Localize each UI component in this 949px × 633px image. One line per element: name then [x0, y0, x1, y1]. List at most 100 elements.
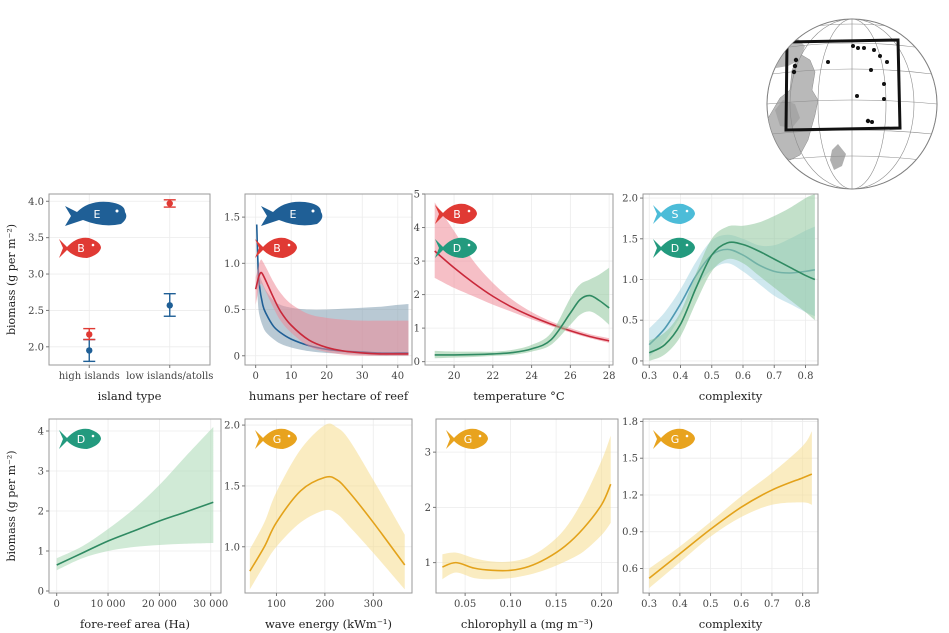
x-tick-label: 0.7: [766, 371, 782, 382]
x-axis-label: complexity: [699, 389, 763, 403]
x-tick-label: 30: [356, 371, 369, 382]
x-tick-label: 100: [267, 599, 286, 610]
confidence-band: [649, 431, 812, 589]
y-tick-label: 0.9: [622, 527, 638, 538]
plot-frame: [244, 418, 413, 594]
fish-icon: [435, 237, 477, 258]
series-G: [249, 423, 406, 590]
fish-eye-icon: [467, 243, 471, 247]
x-tick-label: 24: [525, 371, 538, 382]
fish-eye-icon: [685, 209, 689, 213]
series-D: [434, 267, 610, 359]
fish-icon: [435, 203, 477, 224]
x-tick-label: 0.6: [735, 371, 751, 382]
y-tick-label: 1: [414, 324, 420, 335]
y-tick-label: 4: [38, 427, 44, 438]
y-tick-label: 0.6: [622, 564, 638, 575]
y-tick-label: 2.5: [28, 306, 44, 317]
x-tick-label: 0: [252, 371, 258, 382]
series-D: [648, 194, 816, 361]
x-tick-label: 28: [603, 371, 616, 382]
series-G: [648, 431, 813, 589]
plot-frame: [435, 418, 619, 594]
fish-eye-icon: [91, 434, 95, 438]
fish-badge-E-icon: E: [261, 201, 323, 226]
fish-badge-label: G: [464, 433, 473, 446]
y-tick-label: 2.0: [224, 421, 240, 432]
y-tick-label: 2: [38, 507, 44, 518]
y-tick-label: 0.5: [622, 316, 638, 327]
x-tick-label: 20: [320, 371, 333, 382]
y-tick-label: 0.5: [224, 305, 240, 316]
fish-badge-label: B: [453, 208, 461, 221]
data-point: [86, 347, 93, 354]
fish-icon: [59, 237, 101, 258]
fish-badge-label: D: [77, 433, 85, 446]
x-tick-label: 0.05: [454, 599, 476, 610]
fit-line: [442, 483, 612, 572]
y-tick-label: 3: [414, 257, 420, 268]
x-tick-label: 0.3: [641, 371, 657, 382]
panel-2: 0 0.5 1.0 1.5 0 10 20 30 40 humans per hectare of…: [224, 193, 413, 403]
fish-badge-label: B: [273, 242, 281, 255]
x-tick-label: 0.7: [764, 599, 780, 610]
y-tick-label: 2.0: [622, 194, 638, 205]
fish-eye-icon: [685, 434, 689, 438]
series-G: [442, 435, 612, 580]
y-tick-label: 1.2: [622, 490, 638, 501]
fit-line: [254, 271, 409, 355]
plot-frame: [48, 193, 211, 366]
confidence-band: [434, 202, 610, 343]
data-point: [166, 302, 173, 309]
plot-frame: [642, 418, 819, 594]
x-tick-label: 0.8: [795, 599, 811, 610]
x-axis-label: humans per hectare of reef: [249, 389, 409, 403]
data-point: [166, 200, 173, 207]
x-tick-label: 200: [315, 599, 334, 610]
x-tick-label: 300: [364, 599, 383, 610]
x-tick-label: 0.8: [798, 371, 814, 382]
y-tick-label: 3.0: [28, 270, 44, 281]
x-tick-label: high islands: [59, 371, 120, 382]
confidence-band: [649, 194, 815, 361]
x-tick-label: 0.4: [672, 599, 688, 610]
y-tick-label: 2: [425, 503, 431, 514]
x-axis-label: island type: [98, 389, 162, 403]
x-tick-label: 0.4: [673, 371, 689, 382]
fish-icon: [653, 237, 695, 258]
x-tick-label: 0.3: [641, 599, 657, 610]
confidence-band: [255, 259, 409, 356]
panels: 2.0 2.5 3.0 3.5 4.0 high islands low islands/a…: [5, 190, 819, 631]
panel-6: 1.0 1.5 2.0 100 200 300 wave energy (kWm⁻¹) G: [224, 418, 413, 631]
fish-icon: [446, 428, 488, 449]
y-tick-label: 3: [38, 467, 44, 478]
series-B: [434, 202, 610, 343]
x-tick-label: 0.20: [590, 599, 612, 610]
x-tick-label: low islands/atolls: [126, 371, 213, 382]
fit-line: [56, 501, 214, 566]
y-axis-label: biomass (g per m⁻²): [5, 224, 18, 335]
plot-frame: [424, 193, 614, 366]
y-tick-label: 1.8: [622, 417, 638, 428]
fish-badge-D-icon: D: [653, 237, 695, 258]
fish-icon: [255, 237, 297, 258]
fish-badge-E-icon: E: [65, 201, 127, 226]
globe-map: [766, 18, 938, 190]
series-B: [254, 259, 409, 356]
fish-badge-D-icon: D: [59, 428, 101, 449]
fish-badge-B-icon: B: [435, 203, 477, 224]
x-axis-label: wave energy (kWm⁻¹): [265, 617, 392, 631]
fish-badge-G-icon: G: [255, 428, 297, 449]
fish-badge-label: G: [273, 433, 282, 446]
fit-line: [434, 294, 610, 356]
y-tick-label: 0: [632, 356, 638, 367]
y-tick-label: 1: [38, 547, 44, 558]
y-tick-label: 4.0: [28, 197, 44, 208]
fish-badge-D-icon: D: [435, 237, 477, 258]
x-axis-label: chlorophyll a (mg m⁻³): [461, 617, 593, 631]
y-tick-label: 4: [414, 223, 420, 234]
x-tick-label: 22: [486, 371, 499, 382]
confidence-band: [249, 423, 405, 590]
fit-line: [249, 475, 406, 572]
